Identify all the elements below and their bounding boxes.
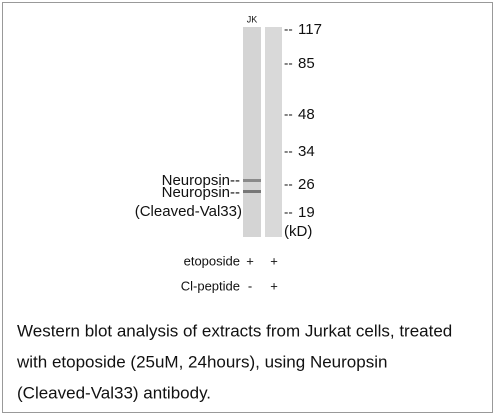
caption-line: Western blot analysis of extracts from J… — [17, 321, 452, 340]
marker-dash: -- — [284, 176, 293, 191]
marker-dash: -- — [284, 106, 293, 121]
marker-dash: -- — [284, 21, 293, 36]
band-label: (Cleaved-Val33) — [135, 203, 242, 220]
condition-label: etoposide — [184, 253, 240, 268]
caption-line: (Cleaved-Val33) antibody. — [17, 383, 211, 402]
marker-label: 26 — [298, 176, 315, 193]
unit-label: (kD) — [284, 223, 312, 240]
lane-1 — [243, 27, 261, 237]
condition-value: - — [248, 278, 252, 293]
marker-label: 117 — [298, 21, 322, 38]
caption-line: with etoposide (25uM, 24hours), using Ne… — [16, 352, 387, 371]
condition-label: Cl-peptide — [181, 278, 240, 293]
condition-value: + — [270, 253, 278, 268]
band-label: Neuropsin-- — [162, 184, 240, 201]
marker-label: 48 — [298, 106, 315, 123]
marker-dash: -- — [284, 55, 293, 70]
marker-dash: -- — [284, 204, 293, 219]
marker-label: 19 — [298, 204, 315, 221]
condition-value: + — [246, 253, 254, 268]
lane-label: JK — [247, 14, 258, 24]
band — [243, 190, 261, 193]
marker-label: 34 — [298, 143, 315, 160]
band-label: Neuropsin-- — [162, 172, 240, 189]
marker-label: 85 — [298, 55, 315, 72]
band — [243, 179, 261, 182]
lane-2 — [265, 27, 282, 237]
condition-value: + — [270, 278, 278, 293]
marker-dash: -- — [284, 143, 293, 158]
